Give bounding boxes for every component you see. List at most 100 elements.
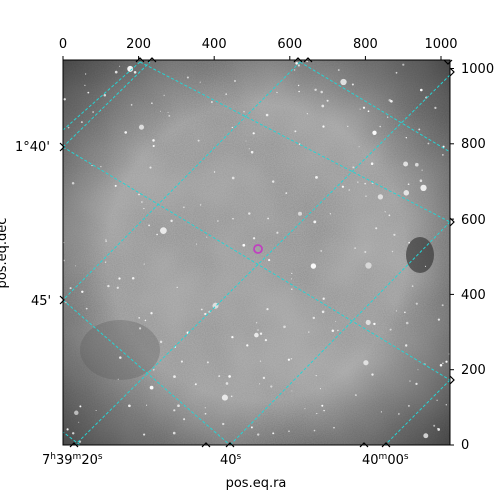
star — [259, 332, 263, 335]
star — [297, 84, 300, 87]
star — [204, 312, 207, 316]
star — [441, 304, 444, 307]
star — [67, 126, 70, 129]
star — [407, 183, 410, 186]
star — [245, 140, 247, 142]
star — [341, 185, 345, 188]
star — [213, 171, 216, 173]
star — [114, 184, 117, 187]
star — [405, 137, 407, 139]
star — [124, 131, 128, 134]
star — [143, 263, 145, 265]
star — [104, 261, 107, 263]
star — [434, 106, 437, 110]
star — [63, 242, 65, 244]
star — [84, 84, 86, 87]
star — [65, 301, 67, 304]
star — [148, 224, 150, 227]
star — [363, 360, 369, 366]
star — [359, 108, 361, 110]
star — [173, 409, 176, 412]
star — [293, 69, 296, 71]
star — [127, 65, 134, 72]
star — [250, 426, 253, 429]
star — [71, 432, 75, 435]
star — [418, 128, 421, 131]
star — [228, 375, 231, 378]
star — [243, 110, 245, 113]
star — [160, 110, 161, 112]
star — [74, 265, 77, 267]
y-axis-title: pos.eq.dec — [0, 218, 10, 289]
star — [138, 193, 140, 196]
star — [391, 250, 394, 253]
star — [81, 290, 84, 294]
star — [411, 285, 414, 287]
star — [375, 227, 378, 230]
star — [326, 99, 329, 102]
star — [351, 83, 354, 86]
star — [119, 65, 121, 67]
star — [177, 404, 180, 408]
star — [442, 145, 445, 148]
star — [424, 265, 427, 267]
star — [254, 332, 259, 338]
star — [71, 182, 75, 185]
star — [100, 165, 102, 168]
star — [221, 394, 228, 401]
star — [371, 373, 374, 376]
ra-tick-label: 7h39m20s — [42, 452, 103, 468]
star — [218, 375, 221, 378]
star — [80, 121, 83, 124]
top-tick-label: 400 — [202, 37, 227, 52]
star — [234, 80, 236, 82]
right-tick-label: 0 — [461, 438, 469, 453]
star — [365, 262, 372, 269]
star — [354, 247, 357, 250]
star — [143, 433, 146, 436]
star — [180, 360, 183, 363]
star — [395, 71, 398, 74]
star — [357, 181, 359, 183]
star — [333, 426, 335, 429]
star — [379, 125, 381, 128]
right-tick-label: 800 — [461, 137, 486, 152]
star — [85, 307, 88, 310]
star — [288, 430, 290, 433]
star — [321, 104, 325, 108]
dec-tick-label: 45' — [31, 294, 51, 309]
star — [365, 195, 367, 197]
star — [415, 382, 418, 386]
plot-frame — [62, 59, 451, 446]
star — [395, 310, 398, 312]
star — [210, 101, 213, 103]
star — [183, 206, 185, 209]
star-field — [63, 60, 450, 443]
top-tick-label: 800 — [353, 37, 378, 52]
star — [168, 114, 171, 117]
star — [63, 98, 66, 101]
star — [285, 192, 288, 194]
star — [200, 308, 203, 311]
right-tick-label: 600 — [461, 213, 486, 228]
star — [402, 63, 405, 66]
star — [319, 388, 321, 390]
star — [195, 243, 198, 245]
star — [159, 340, 163, 344]
star — [152, 139, 155, 142]
star — [268, 259, 271, 262]
star — [66, 428, 69, 431]
star — [403, 190, 410, 196]
ra-tick-label: 40m00s — [362, 452, 409, 468]
star — [217, 220, 219, 222]
star — [146, 404, 148, 406]
star — [315, 176, 318, 179]
star — [323, 409, 325, 412]
star — [262, 376, 266, 380]
star — [160, 227, 167, 234]
star — [63, 259, 65, 262]
star — [265, 113, 269, 117]
star — [389, 328, 392, 331]
star — [170, 219, 173, 223]
